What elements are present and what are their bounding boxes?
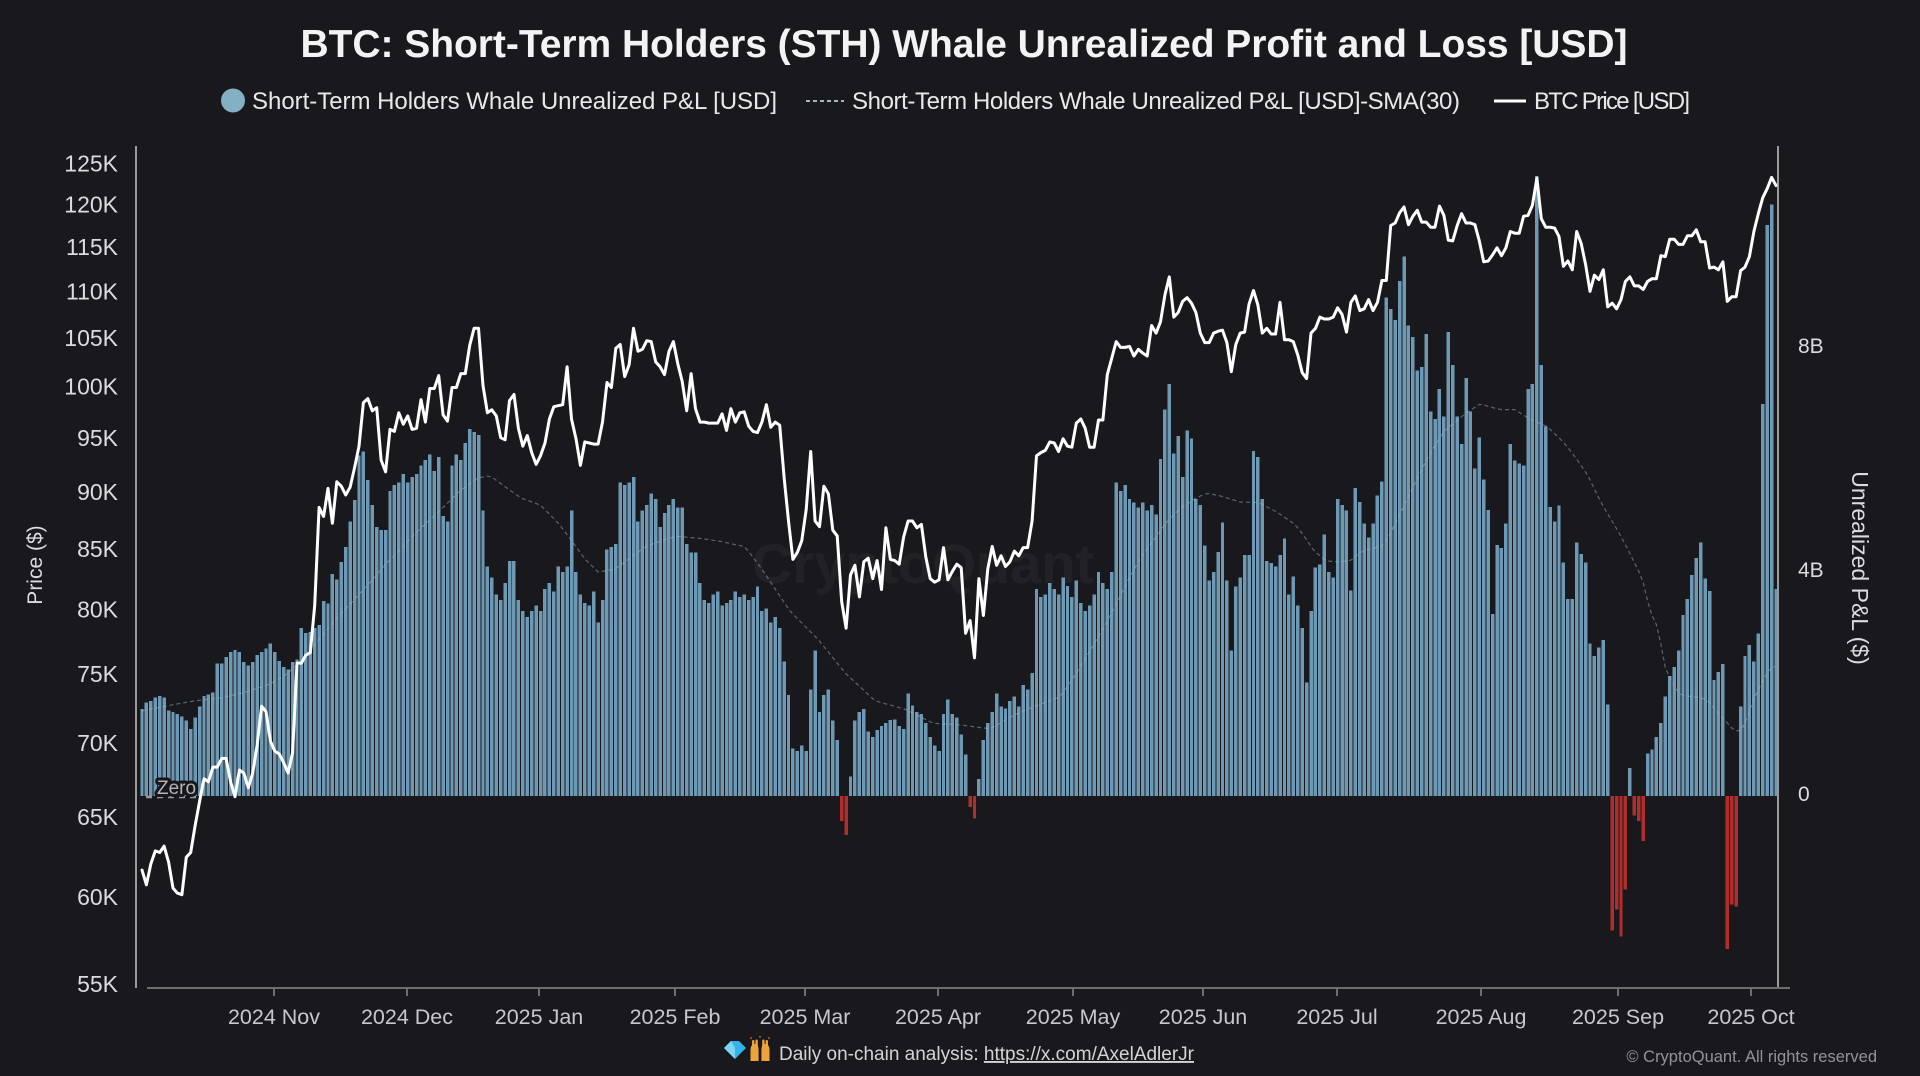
svg-text:2025 Apr: 2025 Apr: [895, 1005, 981, 1029]
svg-text:2025 Aug: 2025 Aug: [1436, 1005, 1527, 1029]
svg-text:60K: 60K: [77, 884, 119, 910]
svg-text:115K: 115K: [66, 234, 119, 260]
svg-text:Daily on-chain analysis: https: Daily on-chain analysis: https://x.com/A…: [779, 1044, 1195, 1065]
svg-text:90K: 90K: [77, 479, 119, 505]
svg-text:95K: 95K: [77, 425, 119, 451]
svg-text:Short-Term Holders Whale Unrea: Short-Term Holders Whale Unrealized P&L …: [252, 88, 777, 115]
svg-text:85K: 85K: [77, 536, 119, 562]
svg-text:2025 Sep: 2025 Sep: [1572, 1005, 1664, 1029]
svg-text:2025 Jul: 2025 Jul: [1296, 1005, 1377, 1029]
svg-text:8B: 8B: [1798, 335, 1824, 358]
svg-text:2025 Oct: 2025 Oct: [1707, 1005, 1794, 1029]
svg-text:100K: 100K: [64, 374, 118, 400]
svg-text:Zero: Zero: [157, 778, 196, 799]
svg-text:BTC Price [USD]: BTC Price [USD]: [1534, 88, 1690, 115]
svg-text:0: 0: [1798, 783, 1810, 806]
svg-text:Price ($): Price ($): [24, 525, 47, 604]
svg-text:2024 Dec: 2024 Dec: [361, 1005, 453, 1029]
svg-text:125K: 125K: [64, 151, 118, 177]
svg-text:4B: 4B: [1798, 559, 1824, 582]
svg-text:65K: 65K: [77, 804, 119, 830]
svg-text:BTC: Short-Term Holders (STH): BTC: Short-Term Holders (STH) Whale Unre…: [301, 23, 1628, 66]
svg-text:105K: 105K: [64, 325, 118, 351]
svg-text:© CryptoQuant. All rights rese: © CryptoQuant. All rights reserved: [1626, 1048, 1877, 1066]
svg-text:80K: 80K: [77, 597, 119, 623]
svg-text:70K: 70K: [77, 730, 119, 756]
svg-text:2024 Nov: 2024 Nov: [228, 1005, 320, 1029]
svg-text:Short-Term Holders Whale Unrea: Short-Term Holders Whale Unrealized P&L …: [852, 88, 1460, 115]
svg-text:Unrealized P&L ($): Unrealized P&L ($): [1847, 471, 1873, 664]
svg-text:120K: 120K: [64, 191, 118, 217]
svg-text:2025 Feb: 2025 Feb: [630, 1005, 721, 1029]
svg-text:2025 May: 2025 May: [1026, 1005, 1121, 1029]
svg-text:75K: 75K: [77, 661, 119, 687]
svg-text:55K: 55K: [77, 971, 119, 997]
svg-text:2025 Mar: 2025 Mar: [760, 1005, 851, 1029]
svg-text:2025 Jun: 2025 Jun: [1159, 1005, 1247, 1029]
svg-text:Zero: Zero: [157, 778, 196, 799]
svg-text:110K: 110K: [66, 278, 119, 304]
svg-text:2025 Jan: 2025 Jan: [495, 1005, 583, 1029]
